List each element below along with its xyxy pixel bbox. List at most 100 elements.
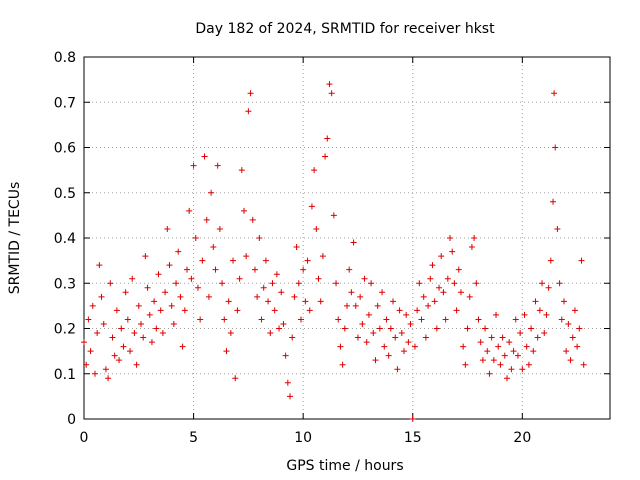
- data-point: [273, 271, 280, 278]
- data-point: [488, 334, 495, 341]
- data-point: [295, 280, 302, 287]
- data-point: [420, 293, 427, 300]
- x-tick-label: 0: [80, 430, 89, 446]
- data-point: [471, 235, 478, 241]
- data-point: [102, 366, 109, 373]
- data-point: [532, 298, 539, 305]
- y-tick-label: 0.6: [54, 141, 76, 157]
- data-point: [383, 316, 390, 323]
- data-point: [265, 298, 272, 305]
- data-point: [510, 348, 517, 355]
- data-point: [451, 280, 458, 287]
- data-point: [168, 302, 175, 309]
- data-point: [521, 311, 528, 318]
- data-point: [565, 320, 572, 327]
- data-point: [558, 316, 565, 323]
- data-point: [311, 167, 318, 174]
- data-point: [508, 366, 515, 373]
- data-point: [300, 266, 307, 273]
- data-point: [350, 239, 357, 246]
- data-point: [495, 343, 502, 350]
- data-point: [247, 90, 254, 97]
- data-point: [525, 361, 532, 368]
- data-point: [370, 330, 377, 337]
- data-point: [120, 343, 127, 350]
- data-point: [385, 352, 392, 359]
- y-tick-label: 0.4: [54, 231, 76, 247]
- data-point: [466, 293, 473, 300]
- data-point: [468, 244, 475, 251]
- data-point: [164, 225, 171, 232]
- data-point: [216, 225, 223, 232]
- data-point: [359, 320, 366, 327]
- data-point: [348, 289, 355, 296]
- data-point: [398, 330, 405, 337]
- data-point: [440, 289, 447, 296]
- data-point: [425, 302, 432, 309]
- data-point: [357, 293, 364, 300]
- data-point: [249, 216, 256, 223]
- data-point: [282, 352, 289, 359]
- data-point: [94, 330, 101, 337]
- y-tick-label: 0.5: [54, 186, 76, 202]
- data-point: [335, 316, 342, 323]
- data-point: [333, 280, 340, 287]
- y-axis-label: SRMTID / TECUs: [7, 182, 23, 295]
- data-point: [179, 343, 186, 350]
- data-point: [503, 375, 510, 382]
- data-point: [543, 311, 550, 318]
- data-point: [536, 307, 543, 314]
- data-point: [517, 330, 524, 337]
- x-tick-label: 20: [513, 430, 531, 446]
- x-tick-label: 5: [189, 430, 198, 446]
- data-point: [155, 271, 162, 278]
- data-point: [460, 343, 467, 350]
- y-tick-label: 0: [67, 412, 76, 428]
- data-point: [574, 343, 581, 350]
- data-point: [512, 316, 519, 323]
- data-point: [346, 266, 353, 273]
- data-point: [475, 316, 482, 323]
- data-point: [144, 284, 151, 291]
- data-point: [539, 280, 546, 287]
- data-point: [390, 298, 397, 305]
- data-point: [407, 320, 414, 327]
- data-point: [354, 334, 361, 341]
- data-point: [240, 207, 247, 214]
- data-point: [324, 135, 331, 142]
- data-point: [304, 257, 311, 264]
- data-point: [124, 316, 131, 323]
- data-points: [81, 81, 587, 422]
- data-point: [166, 262, 173, 269]
- data-point: [352, 302, 359, 309]
- y-tick-label: 0.2: [54, 322, 76, 338]
- data-point: [89, 302, 96, 309]
- data-point: [482, 325, 489, 332]
- x-axis-label: GPS time / hours: [286, 458, 403, 474]
- data-point: [514, 352, 521, 359]
- data-point: [400, 348, 407, 355]
- data-point: [137, 320, 144, 327]
- data-point: [111, 352, 118, 359]
- data-point: [405, 339, 412, 346]
- data-point: [284, 379, 291, 386]
- data-point: [157, 307, 164, 314]
- data-point: [497, 361, 504, 368]
- data-point: [567, 357, 574, 364]
- data-point: [129, 275, 136, 282]
- data-point: [83, 361, 90, 368]
- data-point: [484, 348, 491, 355]
- data-point: [394, 366, 401, 373]
- data-point: [148, 339, 155, 346]
- data-point: [315, 275, 322, 282]
- data-point: [162, 289, 169, 296]
- data-point: [107, 280, 114, 287]
- data-point: [203, 216, 210, 223]
- data-point: [326, 81, 333, 88]
- data-point: [374, 302, 381, 309]
- data-point: [302, 298, 309, 305]
- ticks: 0 0.1 0.2 0.3 0.4 0.5 0.6 0.7 0.8 0 5 10 15 20: [54, 50, 610, 446]
- y-tick-label: 0.1: [54, 367, 76, 383]
- data-point: [322, 153, 329, 160]
- data-point: [418, 316, 425, 323]
